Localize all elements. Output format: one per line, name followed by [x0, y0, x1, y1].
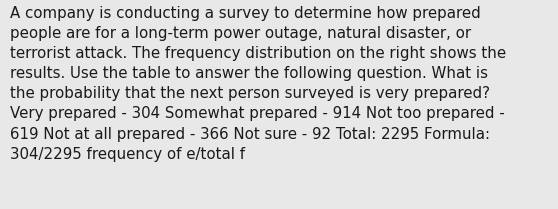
Text: A company is conducting a survey to determine how prepared
people are for a long: A company is conducting a survey to dete…: [10, 6, 506, 162]
